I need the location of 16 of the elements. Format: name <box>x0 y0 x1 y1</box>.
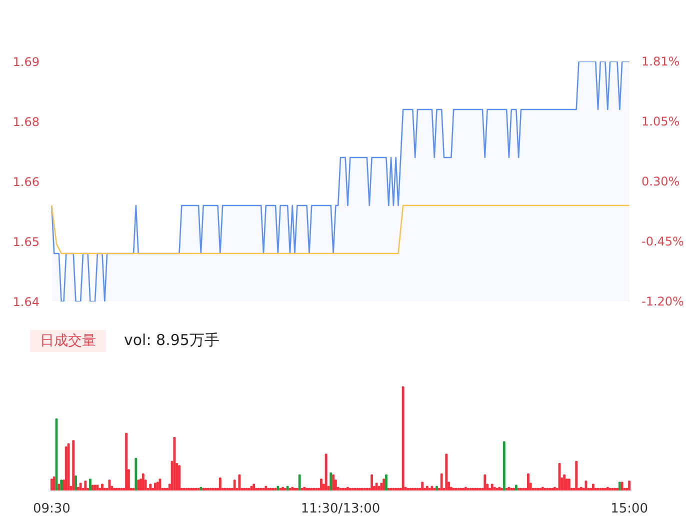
x-tick-label: 15:00 <box>610 502 648 516</box>
y-tick-label: 1.68 <box>12 115 40 129</box>
annotation: 日成交量 <box>30 330 106 352</box>
x-tick-label: 09:30 <box>32 502 70 516</box>
y-tick-label: 1.64 <box>12 295 40 309</box>
x-tick-label: 11:30/13:00 <box>300 502 380 516</box>
y2-tick-label: 1.81% <box>642 54 680 68</box>
line-series <box>51 204 630 254</box>
y2-tick-label: -1.20% <box>642 294 684 308</box>
y-tick-label: 1.65 <box>12 235 40 249</box>
y2-tick-label: 0.30% <box>642 174 680 188</box>
y-tick-label: 1.69 <box>12 55 40 69</box>
y2-tick-label: 1.05% <box>642 114 680 128</box>
y2-tick-label: -0.45% <box>642 234 684 248</box>
annotation: vol: 8.95万手 <box>124 331 220 349</box>
y-tick-label: 1.66 <box>12 175 40 189</box>
